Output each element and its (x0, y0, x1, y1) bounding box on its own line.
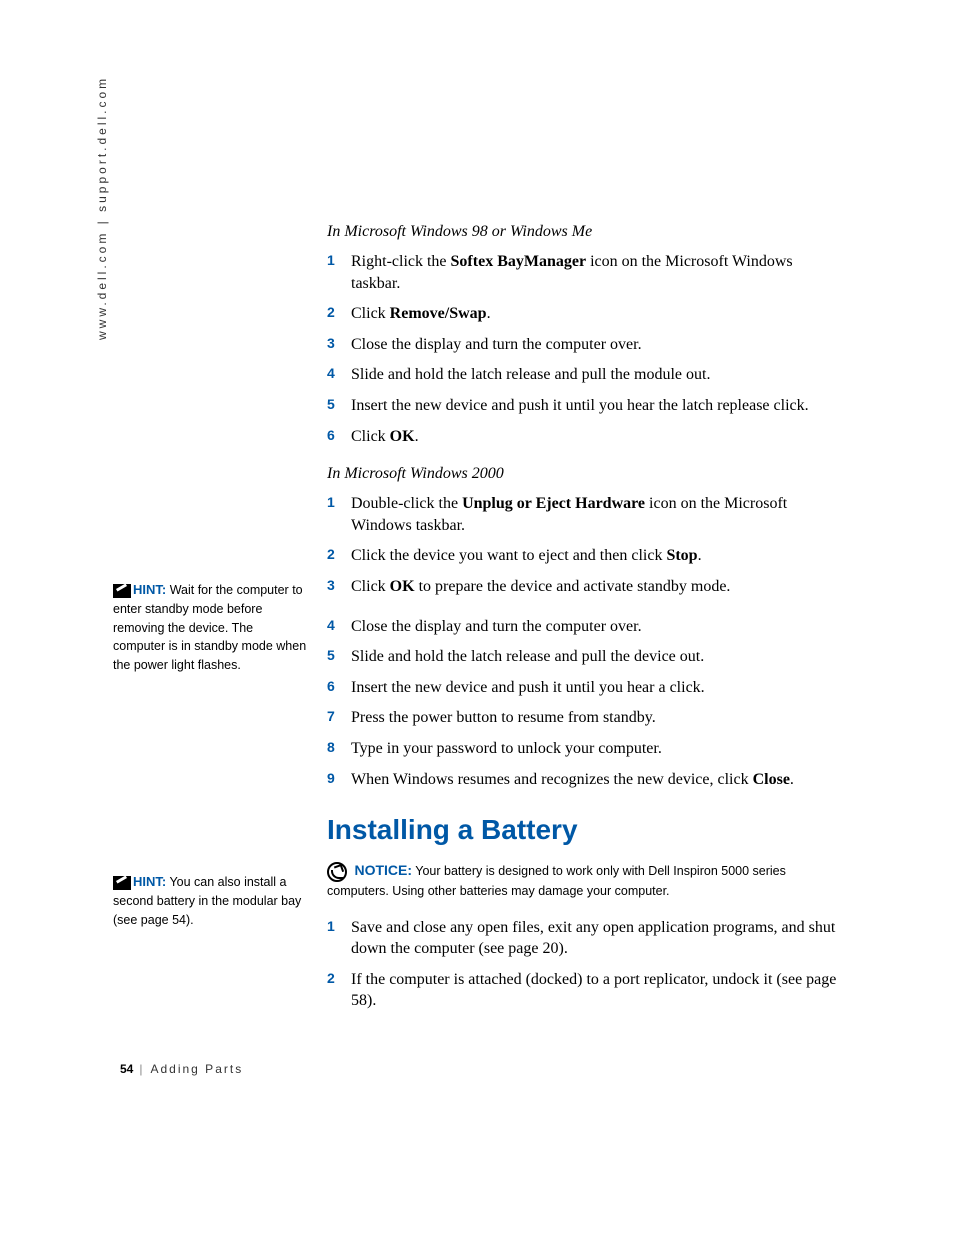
list-item: 3 Close the display and turn the computer… (327, 334, 837, 356)
list-item: 5 Slide and hold the latch release and pu… (327, 646, 837, 668)
section-heading: Installing a Battery (327, 814, 837, 846)
step-bold: OK (390, 578, 415, 595)
step-text: Double-click the (351, 495, 462, 512)
list-item: 4 Close the display and turn the computer… (327, 616, 837, 638)
list-item: 4 Slide and hold the latch release and pu… (327, 364, 837, 386)
step-number: 6 (327, 677, 335, 696)
step-text: Close the display and turn the computer … (351, 336, 642, 353)
notice-block: NOTICE: Your battery is designed to work… (327, 860, 837, 900)
step-number: 1 (327, 917, 335, 936)
step-bold: Close (753, 771, 790, 788)
hint-block-2: HINT: You can also install a second batt… (113, 872, 308, 929)
page-number: 54 (120, 1062, 133, 1076)
step-number: 4 (327, 364, 335, 383)
step-bold: Softex BayManager (451, 253, 587, 270)
step-number: 7 (327, 707, 335, 726)
step-number: 1 (327, 251, 335, 270)
list-item: 7 Press the power button to resume from s… (327, 707, 837, 729)
hint-label: HINT: (133, 874, 166, 889)
step-text: Save and close any open files, exit any … (351, 919, 835, 958)
step-bold: Stop (666, 547, 697, 564)
main-content: In Microsoft Windows 98 or Windows Me 1R… (327, 223, 837, 1030)
step-text: Insert the new device and push it until … (351, 397, 809, 414)
step-text: to prepare the device and activate stand… (415, 578, 731, 595)
step-text: Click the device you want to eject and t… (351, 547, 666, 564)
step-text: . (415, 428, 419, 445)
list-item: 1Right-click the Softex BayManager icon … (327, 251, 837, 294)
step-bold: Remove/Swap (390, 305, 487, 322)
step-text: Click (351, 578, 390, 595)
notice-icon (327, 862, 347, 882)
step-text: . (790, 771, 794, 788)
step-text: Click (351, 428, 390, 445)
list-item: 6 Click OK. (327, 426, 837, 448)
steps-win98: 1Right-click the Softex BayManager icon … (327, 251, 837, 447)
page-footer: 54 | Adding Parts (120, 1062, 243, 1076)
list-item: 5 Insert the new device and push it until… (327, 395, 837, 417)
step-number: 2 (327, 545, 335, 564)
step-text: If the computer is attached (docked) to … (351, 971, 836, 1010)
step-number: 1 (327, 493, 335, 512)
step-text: Press the power button to resume from st… (351, 709, 656, 726)
step-text: Slide and hold the latch release and pul… (351, 648, 704, 665)
list-item: 3 Click OK to prepare the device and acti… (327, 576, 837, 598)
list-item: 8 Type in your password to unlock your co… (327, 738, 837, 760)
step-number: 8 (327, 738, 335, 757)
footer-section: Adding Parts (150, 1062, 243, 1076)
step-text: . (487, 305, 491, 322)
subheading-win98: In Microsoft Windows 98 or Windows Me (327, 223, 837, 241)
list-item: 1 Save and close any open files, exit any… (327, 917, 837, 960)
steps-battery: 1 Save and close any open files, exit any… (327, 917, 837, 1012)
subheading-win2000: In Microsoft Windows 2000 (327, 465, 837, 483)
step-text: Insert the new device and push it until … (351, 679, 705, 696)
step-text: Close the display and turn the computer … (351, 618, 642, 635)
step-number: 2 (327, 969, 335, 988)
hint-label: HINT: (133, 582, 166, 597)
step-number: 6 (327, 426, 335, 445)
step-text: Right-click the (351, 253, 451, 270)
step-number: 9 (327, 769, 335, 788)
step-number: 3 (327, 334, 335, 353)
list-item: 1 Double-click the Unplug or Eject Hardwa… (327, 493, 837, 536)
step-text: Type in your password to unlock your com… (351, 740, 662, 757)
step-bold: OK (390, 428, 415, 445)
side-url-text: www.dell.com | support.dell.com (95, 76, 109, 340)
pencil-icon (113, 876, 131, 890)
footer-separator: | (139, 1062, 144, 1076)
step-text: Click (351, 305, 390, 322)
step-text: . (698, 547, 702, 564)
list-item: 6 Insert the new device and push it until… (327, 677, 837, 699)
step-number: 3 (327, 576, 335, 595)
step-number: 2 (327, 303, 335, 322)
step-number: 4 (327, 616, 335, 635)
list-item: 2 Click Remove/Swap. (327, 303, 837, 325)
step-bold: Unplug or Eject Hardware (462, 495, 645, 512)
list-item: 2 Click the device you want to eject and … (327, 545, 837, 567)
step-text: Slide and hold the latch release and pul… (351, 366, 710, 383)
pencil-icon (113, 584, 131, 598)
steps-win2000: 1 Double-click the Unplug or Eject Hardwa… (327, 493, 837, 790)
list-item: 2 If the computer is attached (docked) to… (327, 969, 837, 1012)
list-item: 9 When Windows resumes and recognizes the… (327, 769, 837, 791)
step-number: 5 (327, 646, 335, 665)
hint-block-1: HINT: Wait for the computer to enter sta… (113, 580, 308, 675)
step-text: When Windows resumes and recognizes the … (351, 771, 753, 788)
step-number: 5 (327, 395, 335, 414)
notice-label: NOTICE: (354, 862, 412, 878)
